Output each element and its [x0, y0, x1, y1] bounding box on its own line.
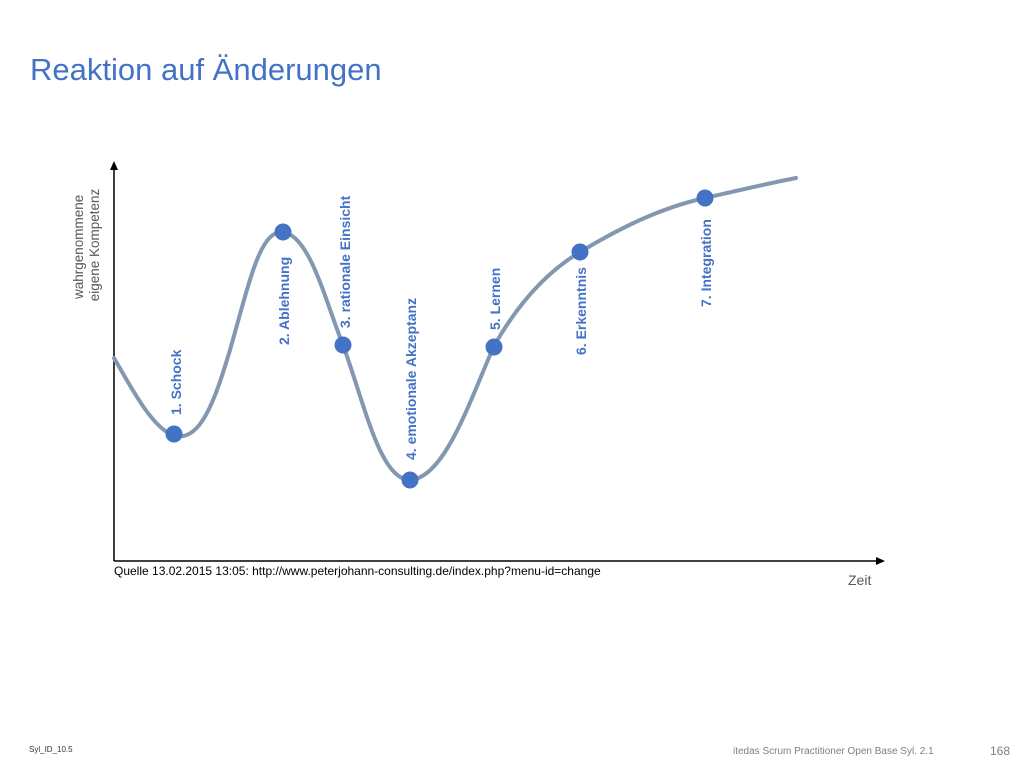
stage-label-rationale-einsicht: 3. rationale Einsicht: [337, 195, 353, 328]
stage-label-lernen: 5. Lernen: [487, 268, 503, 330]
change-curve: [112, 176, 798, 483]
stage-label-erkenntnis: 6. Erkenntnis: [573, 267, 589, 355]
stage-marker-rationale-einsicht: [334, 336, 352, 354]
footer-slide-id: Syl_ID_10.5: [29, 745, 73, 754]
y-axis-label: wahrgenommene eigene Kompetenz: [71, 188, 102, 301]
stage-marker-ablehnung: [274, 223, 292, 241]
y-axis-label-line1: wahrgenommene: [71, 195, 86, 300]
stage-marker-lernen: [485, 338, 503, 356]
stage-labels: 1. Schock 2. Ablehnung 3. rationale Eins…: [168, 195, 714, 460]
x-axis-label: Zeit: [848, 572, 871, 588]
footer-course-name: itedas Scrum Practitioner Open Base Syl.…: [733, 746, 934, 757]
stage-label-schock: 1. Schock: [168, 349, 184, 415]
y-axis-arrowhead: [110, 161, 118, 170]
stage-marker-schock: [165, 425, 183, 443]
stage-marker-emotionale-akzeptanz: [401, 471, 419, 489]
slide-title: Reaktion auf Änderungen: [30, 52, 382, 87]
stage-marker-integration: [696, 189, 714, 207]
stage-marker-erkenntnis: [571, 243, 589, 261]
stage-label-integration: 7. Integration: [698, 219, 714, 307]
source-note: Quelle 13.02.2015 13:05: http://www.pete…: [114, 564, 601, 578]
stage-label-ablehnung: 2. Ablehnung: [276, 257, 292, 345]
stage-markers: [165, 189, 714, 489]
y-axis-label-line2: eigene Kompetenz: [87, 188, 102, 301]
stage-label-emotionale-akzeptanz: 4. emotionale Akzeptanz: [403, 298, 419, 460]
footer-page-number: 168: [990, 744, 1011, 758]
x-axis-arrowhead: [876, 557, 885, 565]
